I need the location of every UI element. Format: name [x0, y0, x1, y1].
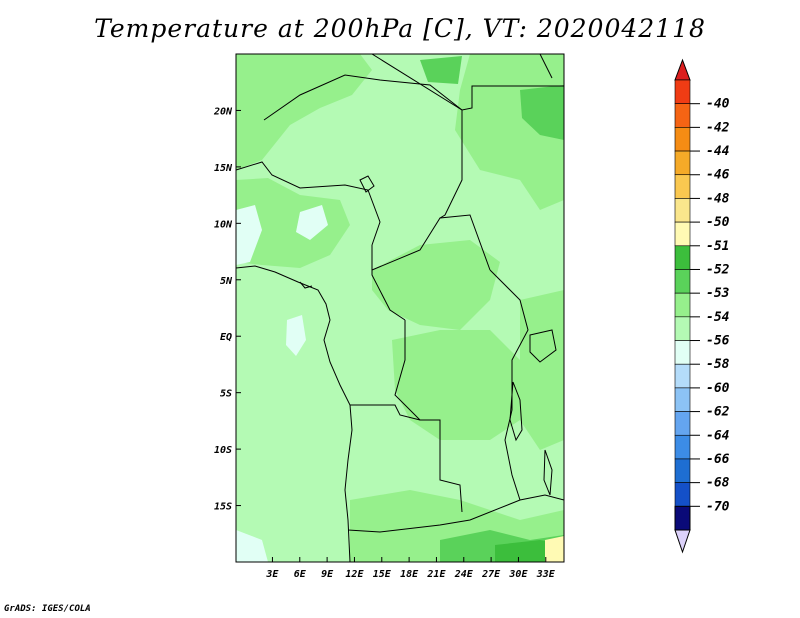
field-region-warm-corner [545, 536, 564, 562]
x-tick-label: 30E [508, 569, 528, 580]
border-east [489, 269, 529, 501]
colorbar-swatch [674, 198, 691, 223]
colorbar-top-triangle [674, 58, 691, 81]
border-chad-cameroon [371, 245, 406, 321]
colorbar-swatch [674, 363, 691, 389]
x-tick-label: 6E [294, 569, 307, 580]
x-tick-label: 3E [265, 569, 279, 580]
border-congo-drc [394, 320, 463, 513]
x-tick-label: 9E [321, 569, 334, 580]
credit-text: GrADS: IGES/COLA [4, 604, 91, 614]
colorbar-label: -52 [706, 262, 730, 277]
colorbar-bottom-triangle [674, 529, 691, 554]
field-region-east-high [520, 85, 564, 140]
field-region-west-africa [236, 178, 350, 268]
border-sudan [439, 110, 463, 219]
colorbar-label: -66 [706, 452, 730, 467]
border-sahel [236, 161, 381, 246]
colorbar-swatch [674, 458, 691, 483]
colorbar-swatch [674, 316, 691, 341]
x-tick-label: 33E [536, 569, 556, 580]
colorbar-label: -44 [706, 144, 730, 159]
lake-chad [359, 175, 375, 193]
colorbar-swatch [674, 221, 691, 247]
y-tick-label: 20N [213, 106, 233, 117]
field-region-northwest [236, 54, 372, 170]
colorbar-swatch [674, 103, 691, 128]
coastline-west-africa [236, 265, 353, 562]
colorbar-swatch [674, 174, 691, 199]
border-angola [350, 404, 421, 421]
colorbar-swatch [674, 150, 691, 176]
y-tick-label: 10S [214, 445, 232, 456]
colorbar-swatch [674, 411, 691, 436]
colorbar-label: -56 [706, 334, 730, 349]
y-tick-label: 15S [214, 502, 232, 513]
colorbar-swatch [674, 127, 691, 152]
y-tick-label: 5N [220, 276, 233, 287]
field-region-cold-gulf [286, 315, 306, 356]
border-nile [539, 54, 553, 79]
colorbar-swatch [674, 434, 691, 460]
colorbar-swatch [674, 387, 691, 412]
colorbar-swatch [674, 292, 691, 318]
colorbar-label: -50 [706, 215, 730, 230]
colorbar-swatch [674, 482, 691, 507]
colorbar-label: -53 [706, 286, 730, 301]
colorbar-label: -46 [706, 168, 730, 183]
lake-victoria [529, 329, 557, 363]
x-tick-label: 21E [426, 569, 446, 580]
field-region-north-patch [420, 56, 462, 84]
plot-frame [235, 53, 565, 563]
colorbar-label: -64 [706, 428, 730, 443]
x-tick-label: 18E [400, 569, 419, 580]
colorbar-label: -48 [706, 191, 730, 206]
y-tick-label: 10N [214, 219, 233, 230]
colorbar-bottom-swatch [674, 505, 691, 531]
border-southern [347, 494, 564, 533]
colorbar-label: -54 [706, 310, 730, 325]
colorbar-label: -51 [706, 239, 729, 254]
colorbar: -40 -42 -44 -46 -48 -50 -51 -52 -53 -54 -56 -58 -60 -… [674, 58, 730, 554]
x-axis: 3E 6E 9E 12E 15E 18E 21E 24E 27E 30E 33E [265, 557, 556, 580]
y-tick-label: 5S [220, 389, 232, 400]
field-region-cold-sahel [296, 205, 328, 240]
lake-malawi [543, 449, 553, 496]
colorbar-label: -60 [706, 381, 730, 396]
y-tick-label: EQ [220, 332, 232, 343]
y-axis: 20N 15N 10N 5N EQ 5S 10S 15S [213, 106, 241, 513]
colorbar-swatch [674, 79, 691, 104]
colorbar-label: -42 [706, 120, 730, 135]
field-region-cold-south [236, 530, 268, 562]
field-region-east-lakes [520, 290, 564, 450]
temperature-field [236, 54, 564, 562]
x-tick-label: 24E [454, 569, 474, 580]
field-region-cold-west [236, 205, 262, 265]
colorbar-swatch [674, 269, 691, 294]
x-tick-label: 27E [481, 569, 501, 580]
coast-gulf-guinea [299, 281, 313, 289]
field-region-congo [392, 330, 520, 440]
colorbar-label: -68 [706, 476, 730, 491]
lake-tanganyika [509, 381, 523, 442]
colorbar-swatch [674, 245, 691, 270]
country-borders [236, 54, 564, 562]
border-egypt [371, 54, 564, 111]
border-sahara [263, 74, 463, 121]
x-tick-label: 12E [345, 569, 364, 580]
colorbar-label: -58 [706, 357, 730, 372]
y-tick-label: 15N [214, 163, 233, 174]
field-region-central [372, 240, 500, 330]
map-title: Temperature at 200hPa [C], VT: 202004211… [94, 14, 706, 43]
x-tick-label: 15E [373, 569, 392, 580]
colorbar-swatch [674, 340, 691, 365]
colorbar-label: -40 [706, 97, 730, 112]
colorbar-label: -70 [706, 499, 730, 514]
colorbar-label: -62 [706, 405, 730, 420]
